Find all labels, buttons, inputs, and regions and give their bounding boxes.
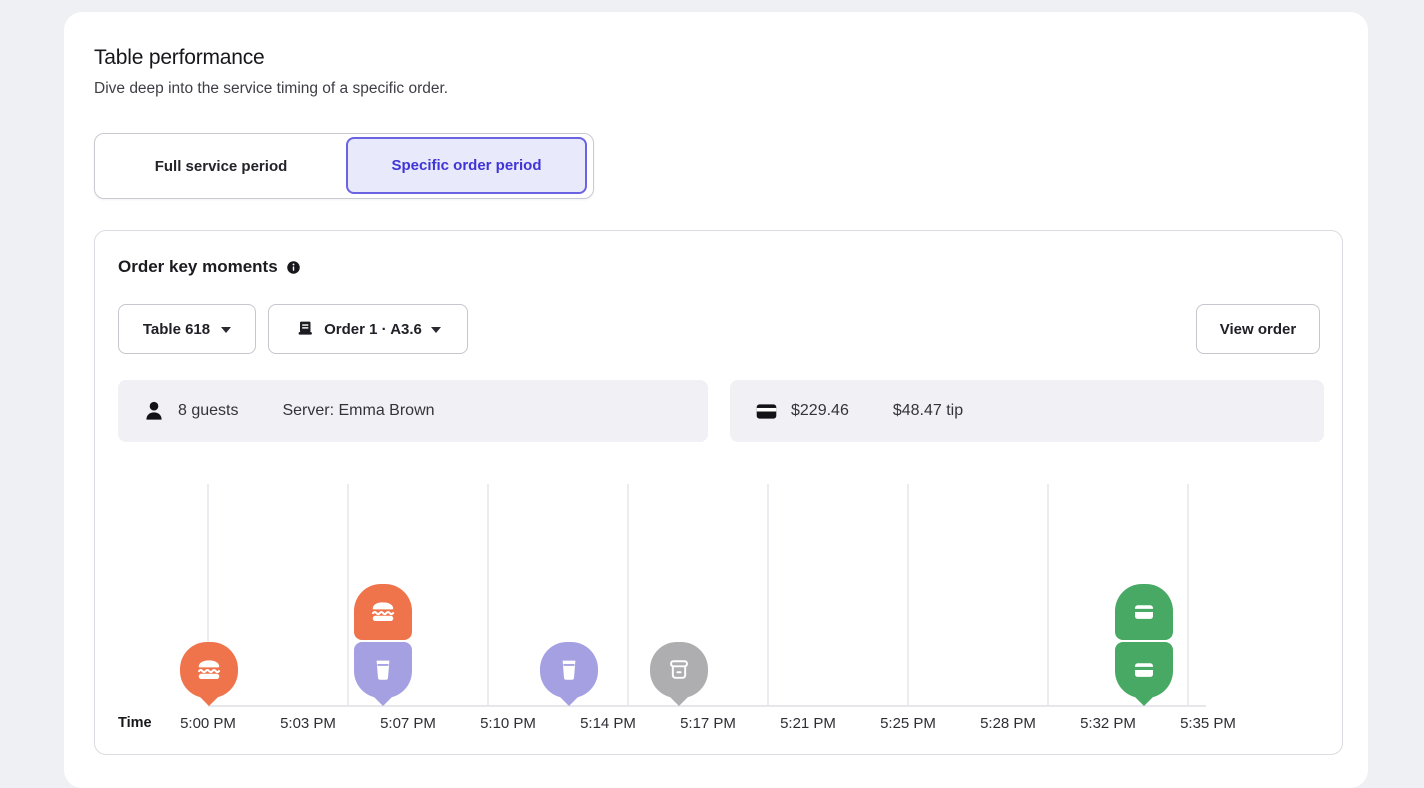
marker-segment-card[interactable] xyxy=(1115,642,1173,698)
page-background: { "page": { "title": "Table performance"… xyxy=(64,12,1368,788)
chart-gridline xyxy=(347,484,349,705)
event-marker[interactable] xyxy=(354,584,412,706)
chevron-down-icon xyxy=(221,327,232,333)
time-tick-label: 5:35 PM xyxy=(1180,715,1236,732)
time-tick-label: 5:14 PM xyxy=(580,715,636,732)
order-timeline-chart: Time 5:00 PM 5:03 PM 5:07 PM 5:10 PM 5:14 PM 5… xyxy=(118,463,1322,748)
card-icon xyxy=(1131,657,1157,683)
marker-tail xyxy=(670,697,688,706)
time-axis-label: Time xyxy=(118,715,152,731)
chart-gridline xyxy=(767,484,769,705)
marker-segment-drink[interactable] xyxy=(540,642,598,698)
time-tick-label: 5:03 PM xyxy=(280,715,336,732)
chart-gridline xyxy=(627,484,629,705)
check-icon xyxy=(666,657,692,683)
order-key-moments-card: Order key moments Table 618 xyxy=(94,230,1343,755)
time-tick-label: 5:25 PM xyxy=(880,715,936,732)
time-tick-label: 5:32 PM xyxy=(1080,715,1136,732)
order-dropdown-value: Order 1 · A3.6 xyxy=(324,320,422,338)
marker-segment-check[interactable] xyxy=(650,642,708,698)
drink-icon xyxy=(370,657,396,683)
page-title: Table performance xyxy=(94,46,265,69)
server-name: Server: Emma Brown xyxy=(282,402,435,419)
chart-gridline xyxy=(1187,484,1189,705)
card-heading-label: Order key moments xyxy=(118,257,278,276)
receipt-icon xyxy=(295,319,315,339)
payment-info-bar: $229.46 $48.47 tip xyxy=(730,380,1324,442)
tip-amount: $48.47 tip xyxy=(892,402,964,419)
page-subtitle: Dive deep into the service timing of a s… xyxy=(94,80,449,97)
time-tick-label: 5:21 PM xyxy=(780,715,836,732)
marker-tail xyxy=(560,697,578,706)
order-dropdown[interactable]: Order 1 · A3.6 xyxy=(268,304,468,354)
time-tick-label: 5:07 PM xyxy=(380,715,436,732)
order-total: $229.46 xyxy=(791,402,849,419)
guest-count: 8 guests xyxy=(178,402,239,419)
view-order-button[interactable]: View order xyxy=(1196,304,1320,354)
marker-tail xyxy=(374,697,392,706)
card-icon xyxy=(1131,599,1157,625)
main-panel: Table performance Dive deep into the ser… xyxy=(64,12,1368,788)
tab-full-service-period[interactable]: Full service period xyxy=(154,157,288,175)
guests-info-bar: 8 guests Server: Emma Brown xyxy=(118,380,708,442)
card-heading: Order key moments xyxy=(118,257,301,277)
time-tick-label: 5:00 PM xyxy=(180,715,236,732)
burger-icon xyxy=(369,598,397,626)
marker-segment-burger[interactable] xyxy=(180,642,238,698)
tab-specific-order-period[interactable]: Specific order period xyxy=(346,137,587,194)
event-marker[interactable] xyxy=(180,642,238,706)
period-toggle: Full service period Specific order perio… xyxy=(94,133,594,199)
view-order-label: View order xyxy=(1219,320,1297,338)
info-icon[interactable] xyxy=(286,260,301,275)
event-marker[interactable] xyxy=(650,642,708,706)
chart-gridline xyxy=(487,484,489,705)
marker-segment-burger[interactable] xyxy=(354,584,412,640)
chart-axis-line xyxy=(208,705,1206,707)
chart-gridline xyxy=(1047,484,1049,705)
credit-card-icon xyxy=(754,399,779,424)
chart-gridline xyxy=(207,484,209,705)
person-icon xyxy=(142,399,166,423)
table-dropdown[interactable]: Table 618 xyxy=(118,304,256,354)
chevron-down-icon xyxy=(430,327,441,333)
table-dropdown-value: Table 618 xyxy=(142,320,211,338)
event-marker[interactable] xyxy=(1115,584,1173,706)
drink-icon xyxy=(556,657,582,683)
burger-icon xyxy=(195,656,223,684)
marker-segment-card[interactable] xyxy=(1115,584,1173,640)
marker-segment-drink[interactable] xyxy=(354,642,412,698)
event-marker[interactable] xyxy=(540,642,598,706)
chart-gridline xyxy=(907,484,909,705)
time-tick-label: 5:10 PM xyxy=(480,715,536,732)
marker-tail xyxy=(1135,697,1153,706)
marker-tail xyxy=(200,697,218,706)
time-tick-label: 5:17 PM xyxy=(680,715,736,732)
time-tick-label: 5:28 PM xyxy=(980,715,1036,732)
